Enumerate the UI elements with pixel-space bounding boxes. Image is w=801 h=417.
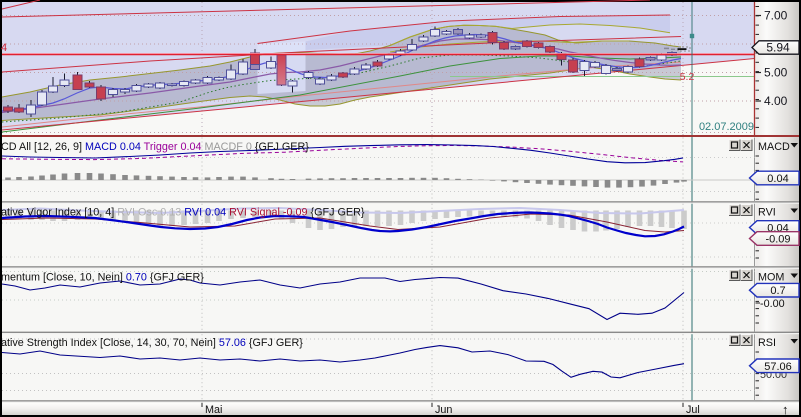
svg-text:ative Vigor Index [10, 4] RVI: ative Vigor Index [10, 4] RVI Osc 0.13 R… bbox=[1, 207, 365, 219]
svg-text:-0.00: -0.00 bbox=[760, 298, 785, 310]
svg-text:57.06: 57.06 bbox=[764, 361, 792, 373]
svg-text:4: 4 bbox=[1, 42, 7, 54]
svg-text:4.00: 4.00 bbox=[764, 94, 788, 108]
svg-text:5.00: 5.00 bbox=[764, 66, 788, 80]
svg-text:Mai: Mai bbox=[205, 404, 222, 416]
svg-text:-0.09: -0.09 bbox=[765, 234, 790, 246]
svg-text:Jul: Jul bbox=[686, 404, 700, 416]
svg-text:RVI: RVI bbox=[758, 207, 776, 219]
svg-text:5.94: 5.94 bbox=[766, 41, 790, 55]
svg-text:RSI: RSI bbox=[758, 337, 776, 349]
svg-text:02.07.2009: 02.07.2009 bbox=[699, 121, 754, 133]
svg-text:↑: ↑ bbox=[782, 402, 789, 417]
svg-text:mentum [Close, 10, Nein] 0.70: mentum [Close, 10, Nein] 0.70 {GFJ GER} bbox=[1, 272, 204, 284]
svg-text:5.2: 5.2 bbox=[680, 71, 695, 83]
svg-text:Jun: Jun bbox=[435, 404, 452, 416]
svg-text:0.04: 0.04 bbox=[767, 173, 788, 185]
svg-text:MOM: MOM bbox=[758, 272, 784, 284]
svg-text:7.00: 7.00 bbox=[764, 9, 788, 23]
svg-text:0.7: 0.7 bbox=[770, 285, 785, 297]
svg-text:MACD: MACD bbox=[758, 141, 790, 153]
svg-text:CD All [12, 26, 9] MACD 0.04 T: CD All [12, 26, 9] MACD 0.04 Trigger 0.0… bbox=[1, 141, 309, 153]
svg-text:ative Strength Index [Close, 1: ative Strength Index [Close, 14, 30, 70,… bbox=[1, 337, 303, 349]
